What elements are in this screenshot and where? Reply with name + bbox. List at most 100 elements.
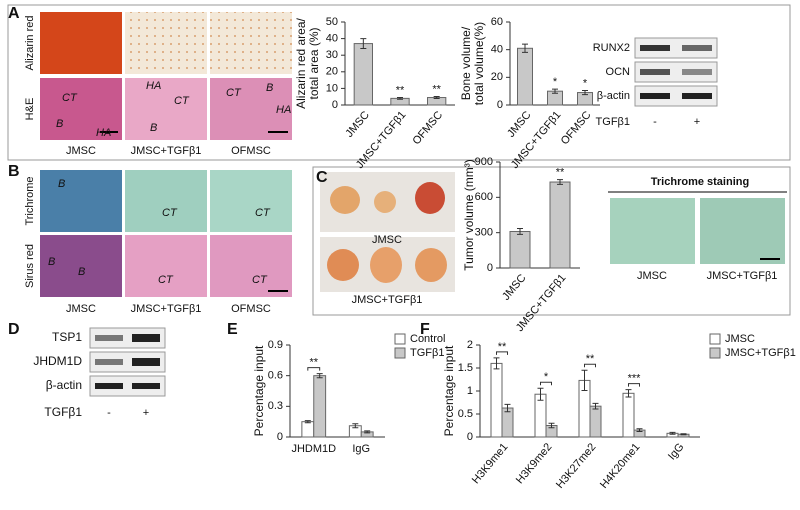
y-axis-label: Percentage input xyxy=(442,345,456,436)
bar xyxy=(490,362,503,438)
row-label: Trichrome xyxy=(24,176,36,225)
image-text: B xyxy=(58,178,65,190)
stain-label: JMSC+TGFβ1 xyxy=(707,270,778,282)
treatment-label: TGFβ1 xyxy=(596,116,630,128)
significance: ** xyxy=(586,353,595,365)
blot-d xyxy=(89,327,166,397)
x-tick-label: JHDM1D xyxy=(291,443,336,455)
panel-b-images xyxy=(40,170,292,297)
error-bar xyxy=(582,89,588,96)
significance: * xyxy=(544,371,549,383)
error-bar xyxy=(557,179,563,185)
x-tick-label: OFMSC xyxy=(410,109,445,147)
stain-title: Trichrome staining xyxy=(651,176,749,188)
row-label: Alizarin red xyxy=(24,15,36,70)
y-tick-label: 0.6 xyxy=(268,370,283,382)
error-bar xyxy=(360,38,367,50)
error-bar xyxy=(669,431,676,435)
y-tick-label: 60 xyxy=(491,16,503,28)
error-bar xyxy=(522,43,528,53)
y-tick-label: 0 xyxy=(497,99,503,111)
error-bar xyxy=(352,423,359,429)
bar xyxy=(313,375,327,438)
legend-label: JMSC xyxy=(725,333,755,345)
x-tick-label: H4K20me1 xyxy=(598,441,643,491)
bar xyxy=(517,47,533,106)
x-tick-label: JMSC xyxy=(500,272,528,303)
panel-label: E xyxy=(227,321,238,338)
bar xyxy=(501,407,514,438)
bar xyxy=(549,181,571,269)
y-tick-label: 1.5 xyxy=(458,362,473,374)
x-tick-label: JMSC xyxy=(343,109,371,140)
x-tick-label: IgG xyxy=(352,443,370,455)
legend-label: TGFβ1 xyxy=(410,347,444,359)
x-tick-label: H3K27me2 xyxy=(554,441,599,491)
y-tick-label: 0 xyxy=(467,431,473,443)
image-text: HA xyxy=(96,127,111,139)
treatment-label: TGFβ1 xyxy=(44,405,82,419)
image-text: CT xyxy=(255,207,271,219)
photo-label: JMSC+TGFβ1 xyxy=(352,294,423,306)
y-tick-label: 50 xyxy=(326,16,338,28)
y-tick-label: 300 xyxy=(475,227,493,239)
significance: *** xyxy=(628,373,642,385)
blot-label: OCN xyxy=(606,66,631,78)
legend-swatch xyxy=(709,347,721,359)
bar xyxy=(589,405,602,438)
error-bar xyxy=(625,389,632,398)
legend-label: JMSC+TGFβ1 xyxy=(725,347,796,359)
panel-label: B xyxy=(8,163,20,180)
y-axis-label: total volume(%) xyxy=(472,22,486,105)
y-tick-label: 900 xyxy=(475,156,493,168)
error-bar xyxy=(552,88,558,94)
bar xyxy=(622,392,635,438)
y-tick-label: 0.3 xyxy=(268,400,283,412)
y-tick-label: 0 xyxy=(487,262,493,274)
column-label: OFMSC xyxy=(231,303,271,315)
legend-swatch xyxy=(394,333,406,345)
y-tick-label: 600 xyxy=(475,191,493,203)
panel-label: C xyxy=(316,169,328,186)
y-tick-label: 0 xyxy=(332,99,338,111)
significance: ** xyxy=(309,357,318,369)
panel-label: D xyxy=(8,321,20,338)
error-bar xyxy=(304,420,311,424)
significance-bracket xyxy=(307,367,321,371)
error-bar xyxy=(592,402,599,410)
y-axis-label: total area (%) xyxy=(307,27,321,99)
y-tick-label: 0.5 xyxy=(458,408,473,420)
image-text: B xyxy=(150,122,157,134)
image-text: CT xyxy=(62,92,78,104)
bar xyxy=(301,421,315,438)
error-bar xyxy=(316,373,323,379)
significance: ** xyxy=(396,84,405,96)
image-text: CT xyxy=(252,274,268,286)
image-text: B xyxy=(56,118,63,130)
column-label: JMSC xyxy=(66,145,96,157)
image-text: CT xyxy=(226,87,242,99)
blot-label: RUNX2 xyxy=(593,42,630,54)
y-tick-label: 10 xyxy=(326,82,338,94)
y-axis-label: Tumor volume (mm³) xyxy=(462,159,476,271)
y-axis-label: Alizarin red area/ xyxy=(294,17,308,108)
blot-label: TSP1 xyxy=(52,330,82,344)
photo-label: JMSC xyxy=(372,234,402,246)
image-text: CT xyxy=(158,274,174,286)
image-text: CT xyxy=(162,207,178,219)
error-bar xyxy=(433,96,440,100)
significance: * xyxy=(553,76,558,88)
legend-swatch xyxy=(394,347,406,359)
panel-a-images xyxy=(40,12,292,140)
y-tick-label: 40 xyxy=(491,44,503,56)
y-tick-label: 30 xyxy=(326,49,338,61)
y-tick-label: 40 xyxy=(326,33,338,45)
x-tick-label: OFMSC xyxy=(559,109,594,147)
significance-bracket xyxy=(628,383,640,387)
significance-bracket xyxy=(540,381,552,386)
panel-c-frame xyxy=(312,166,791,316)
error-bar xyxy=(581,369,588,392)
row-label: Sirus red xyxy=(24,244,36,288)
error-bar xyxy=(397,97,403,100)
